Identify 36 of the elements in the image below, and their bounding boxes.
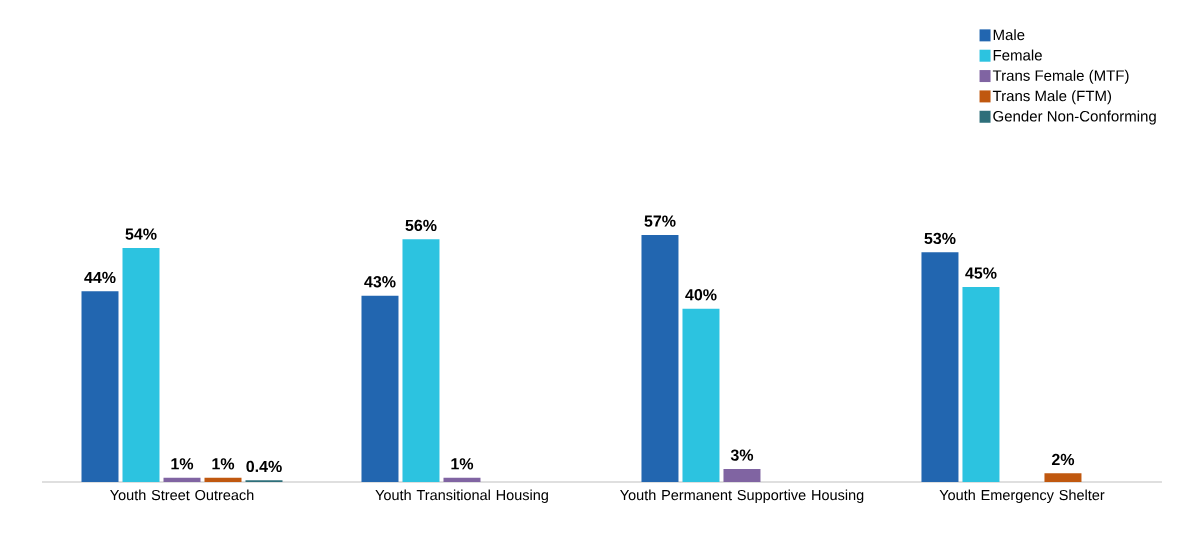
data-label: 1% bbox=[451, 458, 474, 470]
bar bbox=[81, 291, 119, 482]
legend-label: Trans Male (FTM) bbox=[992, 90, 1112, 105]
bar bbox=[402, 239, 440, 482]
data-label: 45% bbox=[965, 267, 997, 279]
x-tick-label: Youth Street Outreach bbox=[110, 489, 254, 501]
legend-label: Male bbox=[993, 29, 1025, 41]
data-label: 54% bbox=[125, 228, 157, 240]
bar bbox=[641, 234, 679, 482]
data-label: 2% bbox=[1051, 453, 1075, 466]
bar bbox=[921, 252, 959, 482]
bar bbox=[682, 308, 720, 482]
data-label: 1% bbox=[212, 458, 235, 470]
data-label: 40% bbox=[685, 289, 717, 301]
data-label: 44% bbox=[84, 271, 116, 284]
data-label: 53% bbox=[924, 232, 956, 245]
bar bbox=[361, 295, 399, 482]
x-tick-label: Youth Transitional Housing bbox=[375, 489, 548, 504]
x-tick-label: Youth Emergency Shelter bbox=[939, 489, 1105, 504]
legend-label: Female bbox=[993, 49, 1042, 61]
bar bbox=[204, 477, 242, 482]
data-label: 56% bbox=[405, 219, 437, 232]
x-tick-label: Youth Permanent Supportive Housing bbox=[620, 489, 864, 504]
data-label: 0.4% bbox=[246, 460, 282, 473]
bar bbox=[122, 247, 160, 482]
data-label: 1% bbox=[171, 458, 194, 470]
data-label: 57% bbox=[644, 215, 676, 227]
bar bbox=[962, 286, 1000, 482]
data-label: 43% bbox=[364, 276, 396, 288]
bar bbox=[163, 477, 201, 482]
bar bbox=[1044, 473, 1082, 482]
legend-label: Gender Non-Conforming bbox=[993, 110, 1156, 125]
data-label: 3% bbox=[730, 449, 754, 461]
legend-label: Trans Female (MTF) bbox=[992, 69, 1129, 84]
bar bbox=[723, 469, 761, 482]
bar bbox=[443, 477, 481, 482]
